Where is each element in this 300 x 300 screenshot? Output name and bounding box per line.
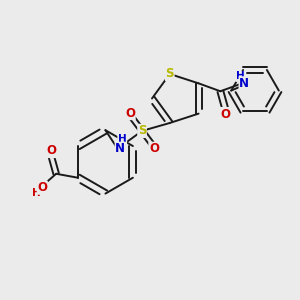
Text: N: N: [115, 142, 125, 155]
Text: O: O: [37, 181, 47, 194]
Text: H: H: [32, 188, 41, 198]
Text: H: H: [118, 134, 127, 144]
Text: N: N: [239, 77, 249, 90]
Text: S: S: [166, 68, 174, 80]
Text: O: O: [46, 145, 56, 158]
Text: O: O: [149, 142, 159, 155]
Text: O: O: [220, 108, 230, 121]
Text: S: S: [138, 124, 146, 137]
Text: O: O: [125, 106, 135, 120]
Text: H: H: [236, 71, 244, 81]
